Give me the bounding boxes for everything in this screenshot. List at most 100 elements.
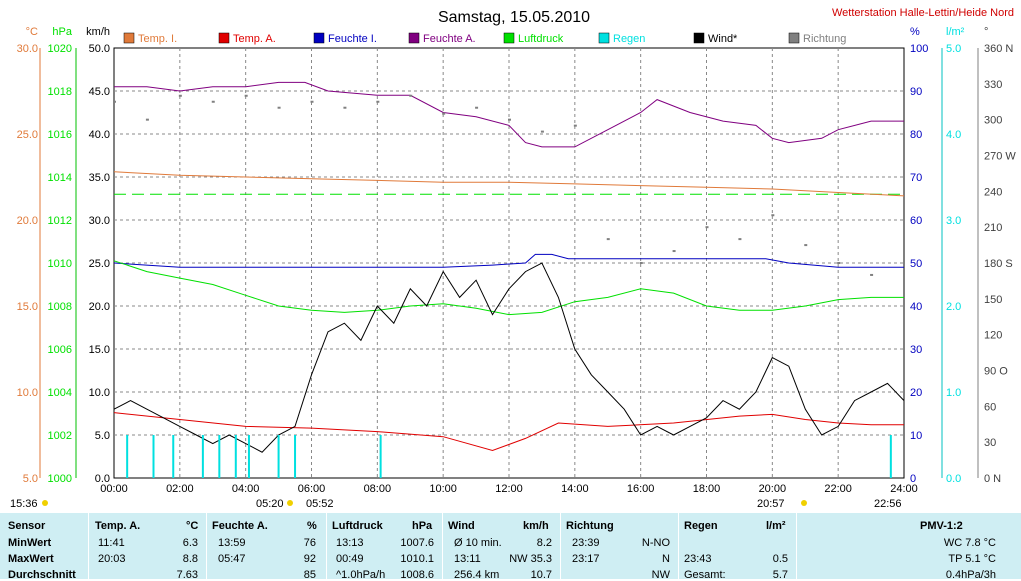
direction-point [771,214,775,217]
hdr-temp: Temp. A. [95,520,141,532]
y-tick-label-rain_lm2: 5.0 [946,43,961,55]
legend-label: Wind* [708,33,738,45]
y-tick-label-pressure_hpa: 1016 [48,129,72,141]
direction-point [540,130,544,133]
table-cell-pmv: 0.4hPa/3h [945,569,996,581]
table-cell-rain_v: 5.7 [772,569,788,581]
y-tick-label-pressure_hpa: 1010 [48,258,72,270]
y-tick-label-humidity_pct: 30 [910,344,922,356]
y-tick-label-wind_kmh: 5.0 [95,430,110,442]
direction-point [178,94,182,97]
hdr-rain-unit: l/m² [766,520,786,532]
y-tick-label-temp_c: 5.0 [23,473,38,485]
legend-swatch [408,32,420,44]
y-tick-label-direction_deg: 180 S [984,258,1013,270]
series-layer [113,81,905,478]
direction-point [409,94,413,97]
legend-label: Luftdruck [518,33,564,45]
y-tick-label-temp_c: 10.0 [17,387,38,399]
table-cell-hum_v: 85 [303,569,316,581]
direction-point [211,100,215,103]
direction-point [738,238,742,241]
table-cell-wind_t: 13:11 [454,553,481,565]
series-line [113,412,904,452]
direction-point [475,106,479,109]
table-cell-dir_t: 23:39 [572,537,600,549]
x-tick-label: 24:00 [890,483,918,495]
table-cell-hum_v: 76 [303,537,316,549]
y-tick-label-direction_deg: 120 [984,330,1002,342]
x-tick-label: 10:00 [429,483,457,495]
y-tick-label-humidity_pct: 10 [910,430,922,442]
table-cell-label: MinWert [8,537,52,549]
series-temp-i- [113,171,905,197]
direction-point [606,238,610,241]
legend-swatch [313,32,325,44]
y-tick-label-pressure_hpa: 1008 [48,301,72,313]
direction-point [639,262,643,264]
y-tick-label-direction_deg: 0 N [984,473,1001,485]
table-cell-rain_v: 0.5 [772,553,788,565]
series-feuchte-a- [114,81,904,148]
rain-bar [201,435,204,478]
sunrise2-label: 05:52 [306,498,334,510]
y-tick-label-wind_kmh: 25.0 [89,258,110,270]
direction-point [837,262,841,264]
y-tick-label-wind_kmh: 40.0 [89,129,110,141]
hdr-dir: Richtung [566,520,614,532]
table-cell-temp_v: 6.3 [182,537,198,549]
y-tick-label-temp_c: 15.0 [17,301,38,313]
y-tick-label-direction_deg: 60 [984,401,996,413]
table-cell-press_v: 1008.6 [400,569,434,581]
direction-point [113,100,116,103]
station-name: Wetterstation Halle-Lettin/Heide Nord [832,7,1014,19]
sun-icon [42,500,48,506]
direction-point [145,118,149,121]
rain-bar [234,435,237,478]
direction-point [244,94,248,97]
legend-swatch [123,32,135,44]
y-tick-label-wind_kmh: 45.0 [89,86,110,98]
plot-frame [113,47,905,479]
axis-unit-temp_c: °C [26,26,38,38]
summary-table: Sensor Temp. A. °C Feuchte A. % Luftdruc… [0,513,1021,581]
table-cell-rain_t: Gesamt: [684,569,726,581]
y-tick-label-humidity_pct: 80 [910,129,922,141]
y-tick-label-rain_lm2: 1.0 [946,387,961,399]
sun-icon [801,500,807,506]
table-cell-temp_v: 7.63 [176,569,198,581]
y-tick-label-pressure_hpa: 1000 [48,473,72,485]
y-tick-label-direction_deg: 270 W [984,151,1016,163]
y-tick-label-wind_kmh: 10.0 [89,387,110,399]
table-cell-dir_v: N-NO [641,537,670,549]
table-cell-temp_t: 11:41 [98,537,125,549]
direction-point [573,124,577,127]
rain-bar [889,435,892,478]
sun-label-left: 15:36 [10,498,38,510]
table-cell-dir_v: N [662,553,670,565]
table-cell-wind_v: NW 35.3 [509,553,552,565]
table-cell-pmv: WC 7.8 °C [943,537,996,549]
direction-point [277,106,281,109]
legend-label: Temp. A. [233,33,276,45]
y-tick-label-rain_lm2: 3.0 [946,215,961,227]
y-tick-label-direction_deg: 240 [984,186,1002,198]
legend: Temp. I. Temp. A. Feuchte I. Feuchte A. Luft… [123,32,846,45]
y-tick-label-humidity_pct: 60 [910,215,922,227]
direction-point [870,273,874,276]
y-tick-label-pressure_hpa: 1004 [48,387,72,399]
legend-swatch [218,32,230,44]
rain-bar [379,435,382,478]
hdr-temp-unit: °C [186,520,199,532]
y-tick-label-rain_lm2: 0.0 [946,473,961,485]
y-tick-label-direction_deg: 360 N [984,43,1013,55]
table-cell-pmv: TP 5.1 °C [948,553,996,565]
sunset2-label: 22:56 [874,498,902,510]
legend-label: Regen [613,33,645,45]
series-luftdruck [113,260,904,316]
x-tick-label: 08:00 [364,483,392,495]
rain-bar [126,435,129,478]
direction-point [508,118,511,121]
y-tick-label-temp_c: 20.0 [17,215,38,227]
y-tick-label-pressure_hpa: 1018 [48,86,72,98]
